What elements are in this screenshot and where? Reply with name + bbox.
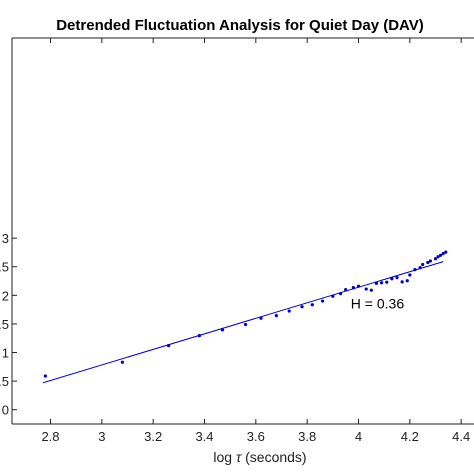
data-point	[395, 276, 399, 280]
data-point	[390, 277, 394, 281]
chart-title: Detrended Fluctuation Analysis for Quiet…	[56, 17, 424, 34]
data-point	[385, 280, 389, 284]
x-tick-label: 3.4	[195, 429, 213, 444]
x-tick-label: 2.8	[41, 429, 59, 444]
data-point	[441, 251, 445, 256]
data-point	[274, 314, 278, 318]
y-tick-label: 1	[2, 346, 9, 361]
slope-annotation: H = 0.36	[351, 295, 405, 311]
data-point	[310, 303, 314, 307]
x-tick-label: 4	[355, 429, 362, 444]
data-point	[320, 299, 325, 303]
x-axis-label: log τ (seconds)	[213, 449, 306, 465]
data-point	[426, 260, 430, 265]
x-tick-label: 4.2	[401, 429, 419, 444]
y-tick-label: 0	[2, 403, 9, 418]
data-point	[433, 257, 438, 261]
data-point	[243, 322, 248, 327]
data-point	[120, 360, 124, 364]
data-point	[287, 309, 291, 313]
data-point	[428, 259, 432, 263]
data-point	[421, 262, 425, 267]
y-tick-label: 2	[2, 288, 9, 303]
y-tick-label: .5	[0, 374, 9, 389]
data-point	[400, 280, 404, 284]
data-point	[380, 281, 384, 285]
data-point	[408, 273, 412, 277]
data-point	[436, 255, 440, 259]
x-tick-label: 4.4	[452, 429, 470, 444]
data-point	[43, 374, 47, 378]
x-tick-label: 3.2	[144, 429, 162, 444]
data-point	[364, 287, 368, 291]
data-point	[300, 305, 304, 309]
fit-line	[42, 261, 444, 384]
plot-area: 2.8 3 3.2 3.4 3.6 3.8 4 4.2 4.4 0 .5 1 1.5 2 2.5 3 H = 0…	[0, 37, 474, 444]
x-tick-label: 3	[98, 429, 105, 444]
data-point	[439, 253, 443, 257]
data-point	[444, 250, 448, 254]
x-tick-label: 3.6	[247, 429, 265, 444]
data-point	[405, 279, 409, 283]
y-tick-label: 3	[2, 231, 9, 246]
x-tick-label: 3.8	[298, 429, 316, 444]
data-point	[369, 288, 373, 292]
y-tick-label: 1.5	[0, 317, 9, 332]
y-tick-label: 2.5	[0, 260, 9, 275]
